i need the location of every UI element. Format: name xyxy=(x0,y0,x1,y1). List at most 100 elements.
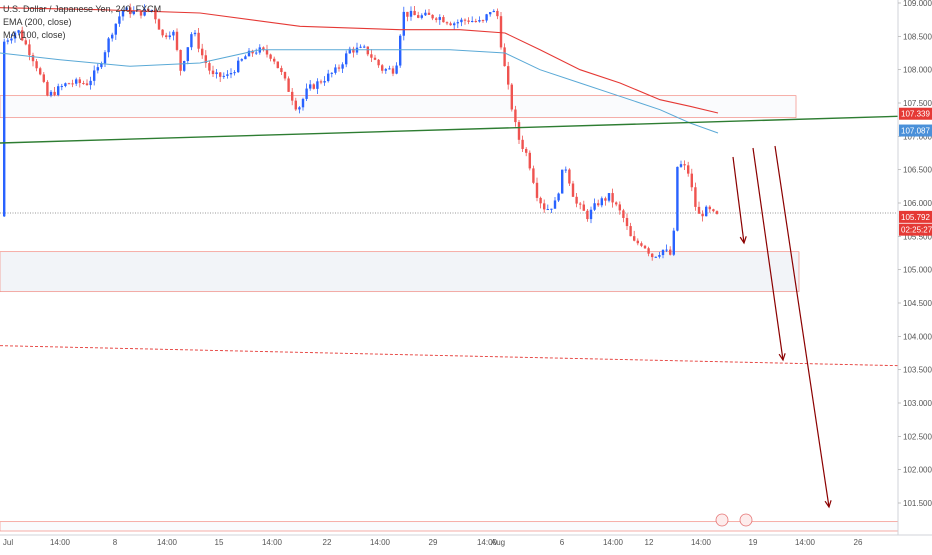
candle-body xyxy=(183,61,186,71)
candle xyxy=(201,43,204,59)
candle-body xyxy=(323,81,326,83)
candle xyxy=(60,83,63,91)
price-badge-label: 02:25:27 xyxy=(901,226,932,235)
candle-body xyxy=(618,204,621,211)
candle-body xyxy=(17,30,20,33)
candle-body xyxy=(503,47,506,67)
candle xyxy=(715,210,719,215)
candle xyxy=(6,38,9,45)
candle xyxy=(600,196,603,208)
candle xyxy=(193,30,197,37)
candle-body xyxy=(521,139,524,149)
candle xyxy=(172,29,175,41)
candle xyxy=(118,11,121,27)
candle xyxy=(244,54,247,60)
candle xyxy=(168,31,171,40)
candle xyxy=(67,82,71,85)
candle xyxy=(550,208,553,214)
candle-body xyxy=(60,86,63,88)
candle-body xyxy=(233,72,236,74)
time-tick-label: 22 xyxy=(323,538,332,547)
candle-body xyxy=(381,65,384,71)
candle xyxy=(568,168,571,187)
candle-body xyxy=(478,20,481,22)
candle xyxy=(283,71,287,81)
resistance-zone xyxy=(0,95,797,119)
candle-body xyxy=(557,193,560,201)
candle-body xyxy=(402,11,405,36)
candle xyxy=(240,58,243,62)
candle-body xyxy=(103,52,107,64)
candle xyxy=(499,11,503,50)
candle xyxy=(370,49,373,63)
candle-body xyxy=(672,230,675,255)
candle-body xyxy=(708,206,711,210)
candle xyxy=(359,44,362,49)
candle-body xyxy=(676,166,679,231)
candle xyxy=(46,80,49,97)
candle xyxy=(53,86,56,97)
candle xyxy=(10,33,13,44)
candle xyxy=(28,39,31,61)
candle xyxy=(39,66,42,76)
candle xyxy=(467,17,470,25)
candle-body xyxy=(463,19,467,21)
candle xyxy=(409,6,413,21)
candle xyxy=(294,97,297,111)
candle xyxy=(665,244,668,253)
candle xyxy=(705,205,708,217)
candle-body xyxy=(481,20,485,22)
candle-body xyxy=(535,182,539,198)
candle-body xyxy=(467,20,470,22)
candle xyxy=(373,54,377,61)
candle xyxy=(445,21,449,26)
candle-body xyxy=(287,78,290,92)
candle xyxy=(496,8,499,20)
candle xyxy=(262,46,265,52)
event-icon xyxy=(739,513,753,527)
candle xyxy=(197,28,200,53)
candle xyxy=(690,168,693,192)
candle xyxy=(21,26,24,42)
candle-body xyxy=(319,81,323,83)
candle-body xyxy=(388,68,391,70)
candle-body xyxy=(53,91,56,96)
candle xyxy=(564,166,567,173)
candle xyxy=(622,208,625,223)
candle-body xyxy=(597,203,600,206)
price-tick-label: 103.000 xyxy=(903,399,932,408)
candle xyxy=(78,77,81,88)
candle xyxy=(636,238,639,246)
candle-body xyxy=(373,57,377,60)
candle-body xyxy=(71,83,74,85)
candle xyxy=(676,166,679,232)
candle-body xyxy=(629,226,632,237)
candle-body xyxy=(471,21,474,23)
candle xyxy=(557,192,560,203)
candle xyxy=(427,8,431,15)
price-tick-label: 105.500 xyxy=(903,232,932,241)
candle-body xyxy=(575,196,578,204)
candle-body xyxy=(168,35,171,38)
candle xyxy=(237,57,240,73)
candle-body xyxy=(651,253,654,258)
candle xyxy=(125,5,128,11)
candle xyxy=(348,46,351,54)
candle-body xyxy=(424,12,427,16)
candle xyxy=(629,222,632,237)
candle-body xyxy=(179,49,182,71)
candle-body xyxy=(697,206,701,214)
candle-body xyxy=(496,10,499,17)
price-tick-label: 102.000 xyxy=(903,466,932,475)
candle-body xyxy=(456,22,459,24)
candle-body xyxy=(6,40,9,42)
candle xyxy=(539,196,542,209)
candle-body xyxy=(363,46,366,48)
candle xyxy=(517,120,521,145)
candle-body xyxy=(607,193,611,201)
candle xyxy=(183,60,186,72)
candle-body xyxy=(334,67,337,73)
candle-body xyxy=(586,210,589,220)
time-tick-label: 14:00 xyxy=(262,538,283,547)
candle-body xyxy=(564,169,567,171)
